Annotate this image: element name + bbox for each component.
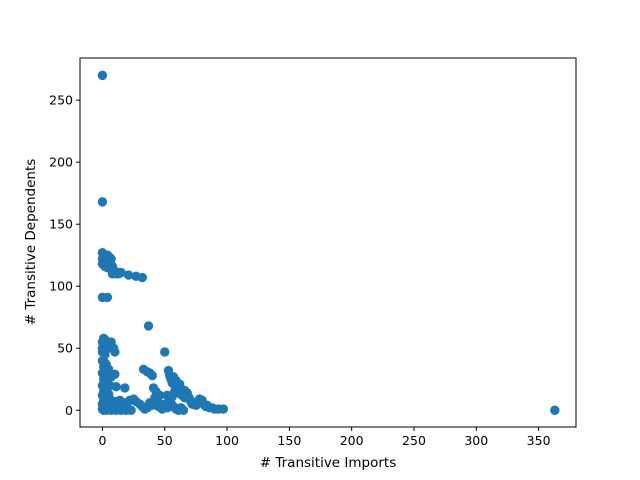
data-point bbox=[107, 269, 118, 279]
data-point bbox=[103, 389, 114, 399]
x-tick-label: 250 bbox=[402, 433, 426, 448]
data-point bbox=[178, 405, 189, 415]
data-point bbox=[122, 403, 133, 413]
x-tick-label: 350 bbox=[527, 433, 551, 448]
data-point bbox=[110, 347, 120, 357]
y-tick-label: 250 bbox=[49, 93, 73, 108]
x-tick-label: 100 bbox=[215, 433, 239, 448]
data-point bbox=[550, 405, 560, 415]
y-tick-label: 150 bbox=[49, 217, 73, 232]
data-point bbox=[160, 347, 170, 357]
y-tick-label: 100 bbox=[49, 279, 73, 294]
data-point bbox=[106, 372, 116, 382]
y-axis-ticks: 0 50 100 150 200 250 bbox=[49, 93, 80, 418]
y-tick-label: 50 bbox=[57, 341, 73, 356]
data-point bbox=[218, 404, 229, 414]
plot-area bbox=[97, 70, 560, 415]
data-point bbox=[116, 267, 126, 278]
data-point bbox=[137, 272, 148, 283]
data-point bbox=[102, 292, 113, 303]
data-point bbox=[143, 321, 154, 331]
data-point bbox=[170, 386, 180, 397]
x-tick-label: 0 bbox=[98, 433, 106, 448]
data-point bbox=[97, 197, 108, 207]
data-point bbox=[123, 270, 134, 280]
data-point bbox=[147, 370, 157, 381]
y-axis-label: # Transitive Dependents bbox=[23, 159, 39, 326]
x-tick-label: 200 bbox=[340, 433, 364, 448]
x-axis-label: # Transitive Imports bbox=[260, 455, 397, 471]
x-axis-ticks: 0 50 100 150 200 250 300 350 bbox=[98, 427, 551, 448]
data-point bbox=[120, 383, 130, 393]
plot-frame bbox=[79, 57, 577, 428]
data-point bbox=[97, 70, 108, 81]
x-tick-label: 300 bbox=[464, 433, 488, 448]
data-point bbox=[103, 364, 114, 375]
data-point bbox=[155, 390, 165, 401]
data-point bbox=[111, 381, 121, 392]
x-tick-label: 50 bbox=[157, 433, 173, 448]
y-tick-label: 200 bbox=[49, 155, 73, 170]
x-tick-label: 150 bbox=[277, 433, 301, 448]
y-tick-label: 0 bbox=[65, 403, 73, 418]
